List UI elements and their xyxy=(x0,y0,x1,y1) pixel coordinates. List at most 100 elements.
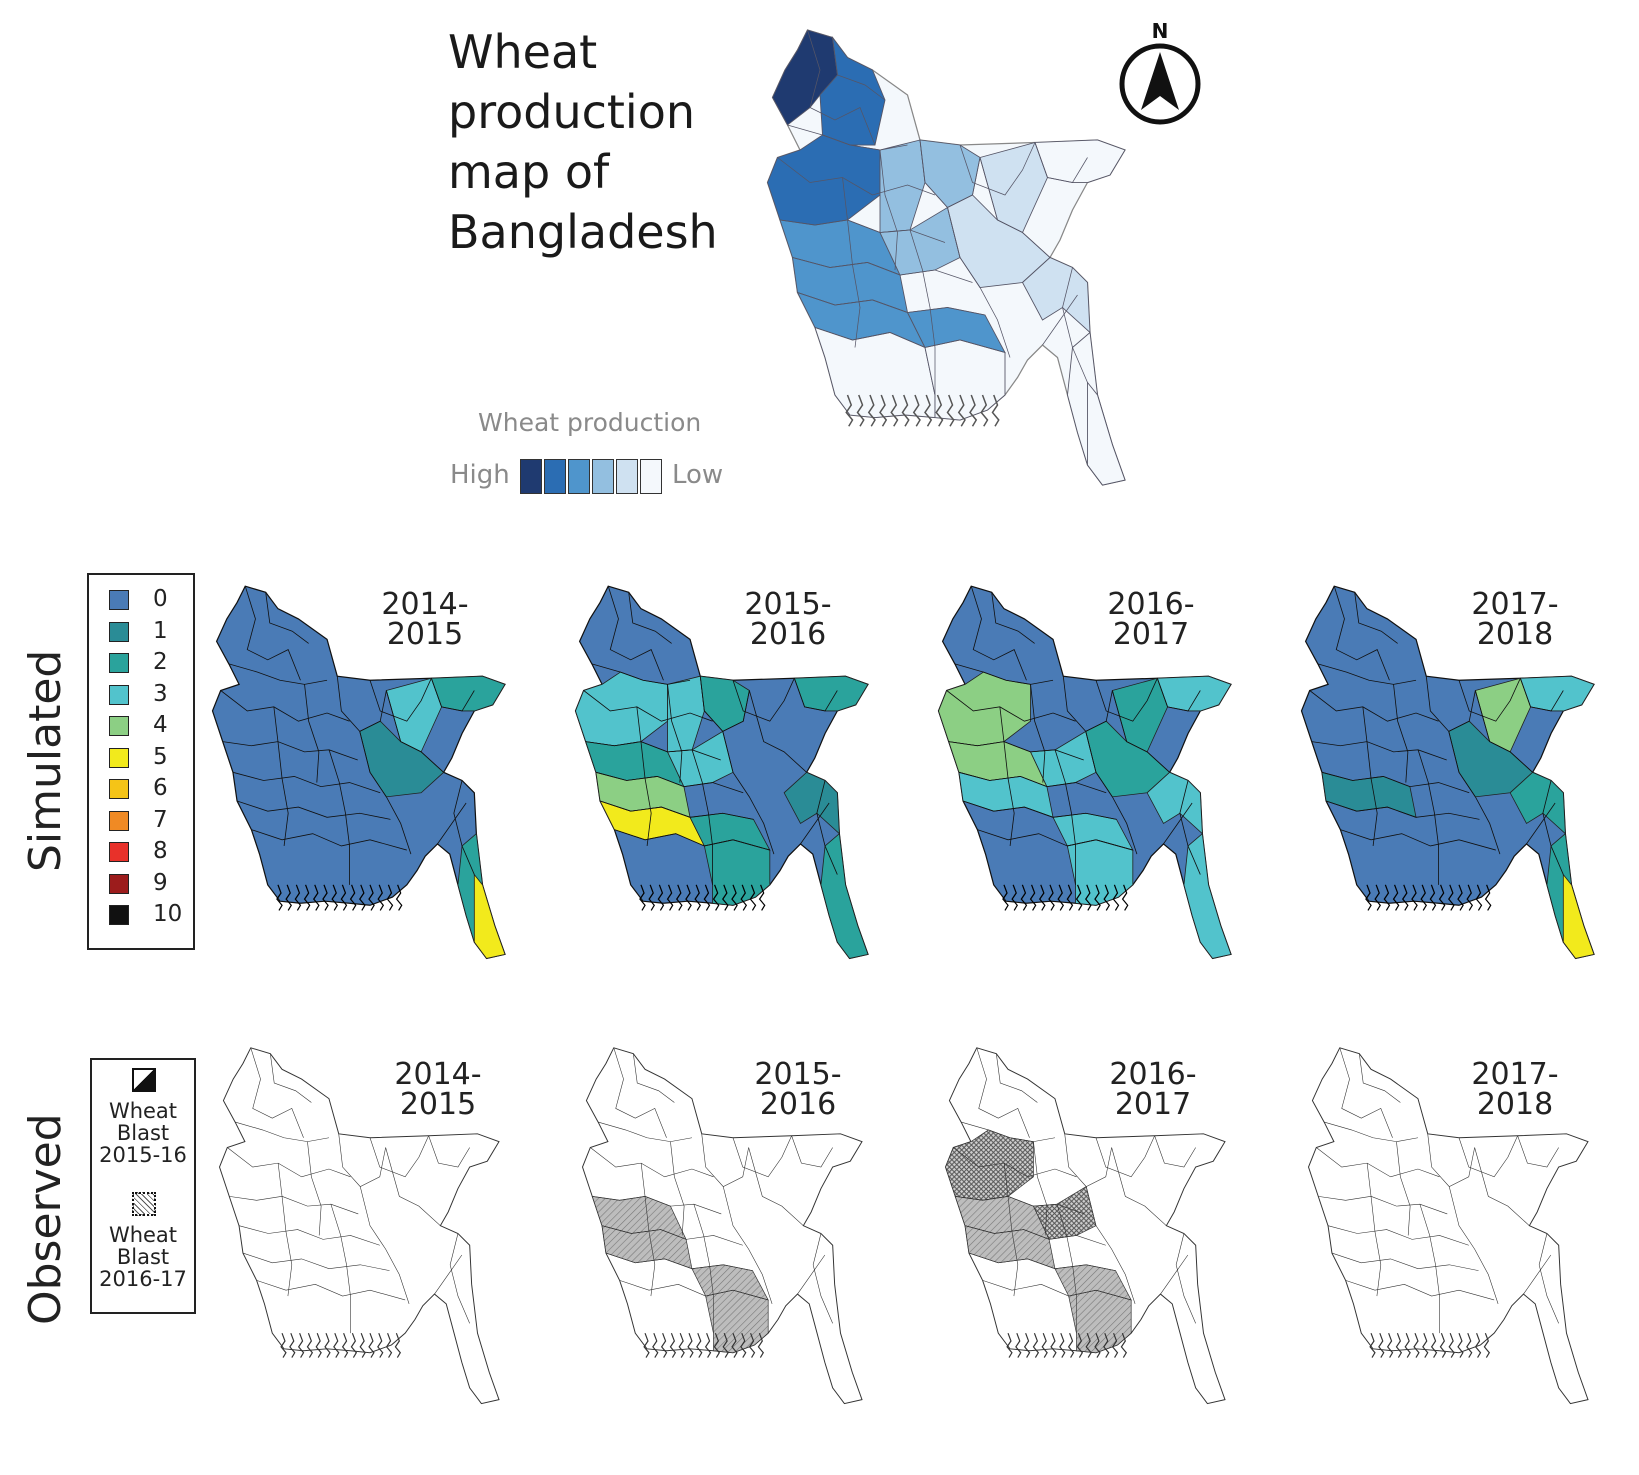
district-boundary xyxy=(1340,829,1496,851)
delta-channel xyxy=(1002,884,1009,911)
district-boundary xyxy=(430,678,475,712)
delta-channel xyxy=(722,1332,729,1358)
delta-channel xyxy=(1401,884,1409,911)
district-boundary xyxy=(1359,1053,1401,1103)
delta-channel xyxy=(980,394,989,427)
delta-channel xyxy=(289,1332,296,1358)
district-boundary xyxy=(222,741,358,761)
district-boundary xyxy=(232,771,381,794)
delta-channel xyxy=(276,884,283,911)
district-boundary xyxy=(633,1053,675,1103)
simulated-district xyxy=(1146,771,1203,835)
district-boundary xyxy=(1526,802,1556,845)
district-boundary xyxy=(800,802,830,845)
delta-channel xyxy=(1395,1332,1403,1358)
delta-channel xyxy=(341,1332,349,1358)
district-boundary xyxy=(1311,741,1447,761)
delta-channel xyxy=(1075,884,1083,911)
delta-channel xyxy=(340,884,348,911)
district-boundary xyxy=(1324,1121,1419,1142)
production-legend-title: Wheat production xyxy=(478,408,702,437)
delta-channel xyxy=(696,1332,703,1358)
district-boundary xyxy=(1362,706,1378,847)
delta-channel xyxy=(1448,884,1455,911)
district-boundary xyxy=(996,1053,1038,1103)
district-boundary xyxy=(777,157,936,196)
obs-year-2014-2015: 2014- 2015 xyxy=(394,1057,482,1122)
delta-channel xyxy=(1429,884,1437,911)
district-boundary xyxy=(250,1047,304,1138)
district-boundary xyxy=(359,1186,410,1304)
district-boundary xyxy=(748,690,807,773)
delta-channel xyxy=(1430,1332,1438,1358)
delta-channel xyxy=(1103,1332,1110,1358)
delta-channel xyxy=(1041,1332,1048,1358)
delta-channel xyxy=(1059,1332,1066,1358)
district-boundary xyxy=(961,1121,1056,1142)
delta-channel xyxy=(856,394,865,427)
delta-channel xyxy=(740,884,748,911)
delta-channel xyxy=(1369,1332,1376,1358)
district-boundary xyxy=(238,1225,380,1246)
production-legend-high: High xyxy=(450,460,510,490)
simulated-legend-item: 5 xyxy=(109,743,193,773)
delta-channel xyxy=(749,884,757,911)
district-boundary xyxy=(1333,586,1390,681)
blast-2016-17-swatch xyxy=(132,1192,156,1216)
title-line-3: map of xyxy=(448,145,610,199)
simulated-legend-swatch xyxy=(109,873,129,894)
delta-channel xyxy=(1438,884,1446,911)
simulated-district xyxy=(1156,675,1232,712)
district-boundary xyxy=(879,149,898,271)
simulated-map-2014-2015 xyxy=(211,585,506,960)
district-boundary xyxy=(228,663,328,685)
district-boundary xyxy=(1085,731,1138,855)
delta-channel xyxy=(912,394,921,427)
obs-year-2015-2016: 2015- 2016 xyxy=(754,1057,842,1122)
delta-channel xyxy=(395,884,403,911)
production-district xyxy=(1034,139,1126,183)
production-district xyxy=(1087,381,1126,486)
delta-channel xyxy=(935,394,944,427)
district-boundary xyxy=(1542,780,1564,875)
delta-channel xyxy=(901,394,910,427)
simulated-legend-label: 8 xyxy=(153,838,168,864)
delta-channel xyxy=(1057,884,1065,911)
district-boundary xyxy=(1111,1147,1167,1226)
delta-channel xyxy=(1067,1332,1075,1358)
district-boundary xyxy=(1160,1254,1189,1295)
district-boundary xyxy=(1519,678,1564,712)
delta-channel xyxy=(368,884,375,911)
delta-channel xyxy=(969,394,978,427)
delta-channel xyxy=(1374,884,1382,911)
title-line-2: production xyxy=(448,85,696,139)
district-boundary xyxy=(991,592,1035,644)
blast-2015-16-swatch xyxy=(132,1068,156,1092)
delta-channel xyxy=(306,1332,314,1358)
district-boundary xyxy=(1523,1254,1552,1295)
simulated-legend-swatch xyxy=(109,684,129,705)
delta-channel xyxy=(1120,1332,1128,1358)
simulated-district xyxy=(703,839,771,906)
district-boundary xyxy=(583,690,713,722)
district-boundary xyxy=(220,690,350,722)
delta-channel xyxy=(722,884,729,911)
observed-map-2016-2017 xyxy=(944,1047,1226,1405)
wheat-production-map xyxy=(766,29,1126,486)
obs-year-2017-2018: 2017- 2018 xyxy=(1471,1057,1559,1122)
production-swatch-5 xyxy=(640,459,662,494)
district-boundary xyxy=(385,690,444,773)
delta-channel xyxy=(322,884,329,911)
district-boundary xyxy=(328,749,350,885)
delta-channel xyxy=(890,394,899,427)
district-boundary xyxy=(369,678,432,722)
simulated-district xyxy=(1509,771,1566,835)
simulated-legend-item: 2 xyxy=(109,648,193,678)
blast-2016-17-label: Wheat Blast 2016-17 xyxy=(99,1223,187,1291)
delta-channel xyxy=(1439,1332,1447,1358)
district-boundary xyxy=(955,1196,1085,1215)
district-boundary xyxy=(256,1280,406,1301)
district-boundary xyxy=(787,124,908,151)
sim-year-2014-2015: 2014- 2015 xyxy=(381,587,469,652)
district-boundary xyxy=(816,780,838,875)
